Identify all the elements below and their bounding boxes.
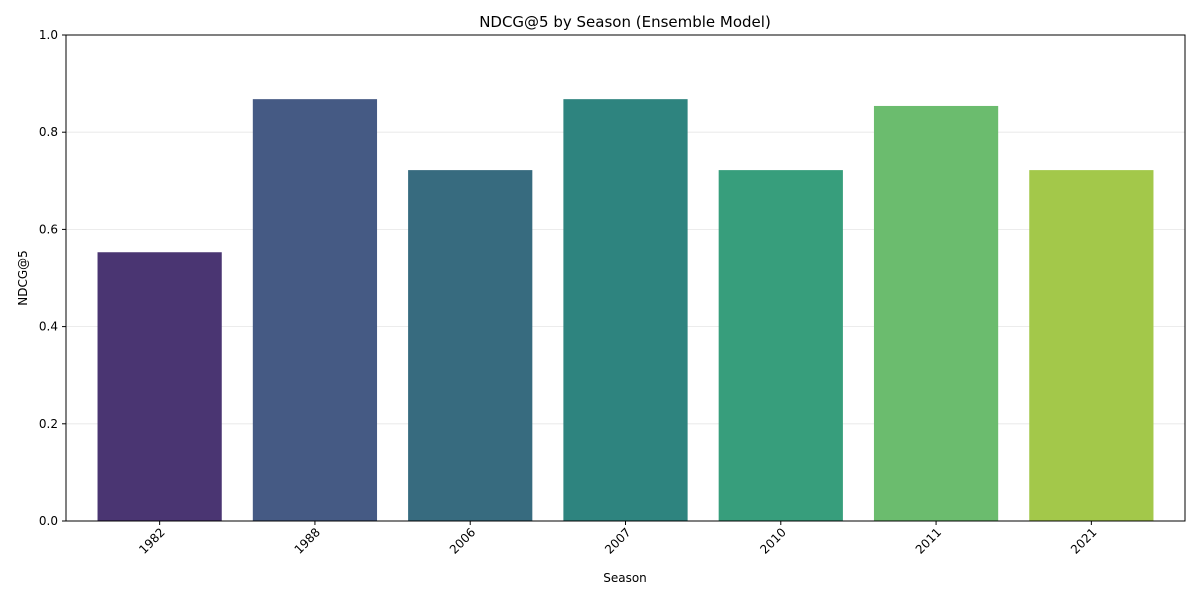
x-tick-label: 2021 <box>1068 525 1099 556</box>
x-tick-label: 1988 <box>292 525 323 556</box>
bar-2021 <box>1029 170 1154 521</box>
y-axis: 0.0 0.2 0.4 0.6 0.8 1.0 <box>39 28 66 528</box>
bar-2006 <box>408 170 533 521</box>
x-tick-label: 2011 <box>913 525 944 556</box>
y-tick-label: 0.2 <box>39 417 58 431</box>
chart-title: NDCG@5 by Season (Ensemble Model) <box>479 13 771 31</box>
x-tick-label: 2007 <box>602 525 633 556</box>
bars <box>97 99 1154 522</box>
x-tick-label: 1982 <box>136 525 167 556</box>
bar-2007 <box>563 99 688 521</box>
y-tick-label: 1.0 <box>39 28 58 42</box>
bar-2011 <box>873 105 999 522</box>
y-axis-label: NDCG@5 <box>16 250 30 306</box>
bar-1982 <box>97 252 222 521</box>
x-axis-label: Season <box>603 571 647 585</box>
x-tick-label: 2010 <box>757 525 788 556</box>
y-tick-label: 0.6 <box>39 222 58 236</box>
bar-2010 <box>718 170 843 521</box>
x-axis: 1982 1988 2006 2007 2010 2011 2021 <box>136 521 1099 557</box>
bar-1988 <box>252 99 378 521</box>
x-tick-label: 2006 <box>447 525 478 556</box>
y-tick-label: 0.0 <box>39 514 58 528</box>
y-tick-label: 0.8 <box>39 125 58 139</box>
y-tick-label: 0.4 <box>39 320 58 334</box>
